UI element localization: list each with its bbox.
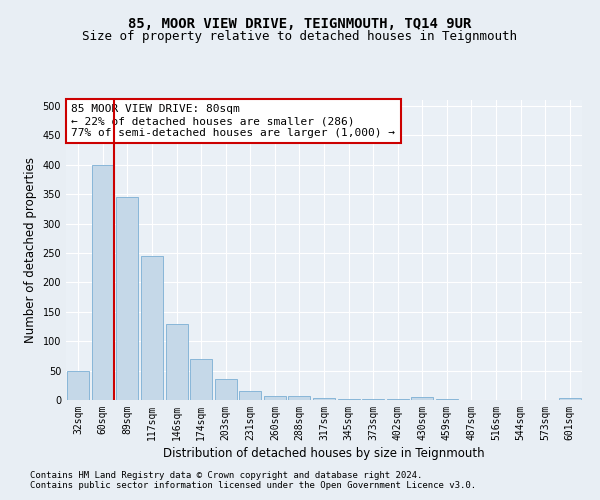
Y-axis label: Number of detached properties: Number of detached properties bbox=[24, 157, 37, 343]
Bar bbox=[141, 256, 163, 400]
Bar bbox=[166, 324, 188, 400]
Text: 85 MOOR VIEW DRIVE: 80sqm
← 22% of detached houses are smaller (286)
77% of semi: 85 MOOR VIEW DRIVE: 80sqm ← 22% of detac… bbox=[71, 104, 395, 138]
Bar bbox=[67, 370, 89, 400]
Bar bbox=[92, 164, 114, 400]
Bar bbox=[338, 399, 359, 400]
Bar bbox=[289, 396, 310, 400]
Bar bbox=[215, 379, 237, 400]
Text: 85, MOOR VIEW DRIVE, TEIGNMOUTH, TQ14 9UR: 85, MOOR VIEW DRIVE, TEIGNMOUTH, TQ14 9U… bbox=[128, 18, 472, 32]
Bar bbox=[411, 397, 433, 400]
Bar bbox=[190, 359, 212, 400]
Bar bbox=[116, 197, 139, 400]
Bar bbox=[264, 396, 286, 400]
Text: Contains HM Land Registry data © Crown copyright and database right 2024.: Contains HM Land Registry data © Crown c… bbox=[30, 471, 422, 480]
Bar bbox=[436, 399, 458, 400]
Bar bbox=[559, 398, 581, 400]
Bar bbox=[313, 398, 335, 400]
Bar bbox=[239, 391, 262, 400]
Text: Size of property relative to detached houses in Teignmouth: Size of property relative to detached ho… bbox=[83, 30, 517, 43]
X-axis label: Distribution of detached houses by size in Teignmouth: Distribution of detached houses by size … bbox=[163, 447, 485, 460]
Text: Contains public sector information licensed under the Open Government Licence v3: Contains public sector information licen… bbox=[30, 481, 476, 490]
